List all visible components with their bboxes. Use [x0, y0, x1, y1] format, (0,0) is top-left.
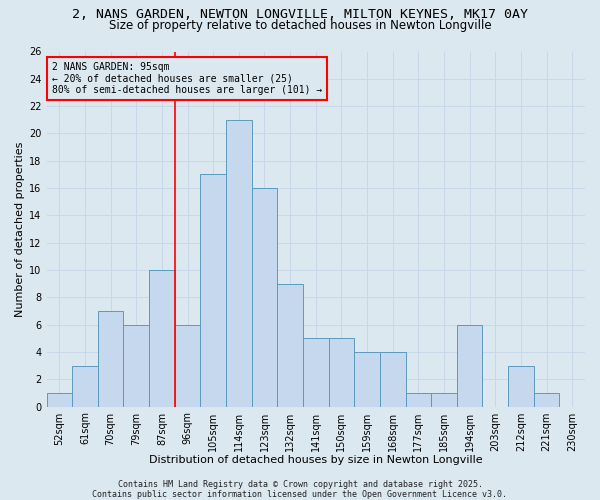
Bar [124, 324, 149, 406]
Bar [200, 174, 226, 406]
Bar [534, 393, 559, 406]
Text: 2, NANS GARDEN, NEWTON LONGVILLE, MILTON KEYNES, MK17 0AY: 2, NANS GARDEN, NEWTON LONGVILLE, MILTON… [72, 8, 528, 20]
Bar [457, 324, 482, 406]
Bar [303, 338, 329, 406]
Bar [380, 352, 406, 406]
Bar [149, 270, 175, 406]
Text: Contains HM Land Registry data © Crown copyright and database right 2025.
Contai: Contains HM Land Registry data © Crown c… [92, 480, 508, 499]
Y-axis label: Number of detached properties: Number of detached properties [15, 142, 25, 316]
Bar [329, 338, 354, 406]
Bar [508, 366, 534, 406]
X-axis label: Distribution of detached houses by size in Newton Longville: Distribution of detached houses by size … [149, 455, 482, 465]
Bar [72, 366, 98, 406]
Bar [98, 311, 124, 406]
Text: Size of property relative to detached houses in Newton Longville: Size of property relative to detached ho… [109, 19, 491, 32]
Bar [406, 393, 431, 406]
Text: 2 NANS GARDEN: 95sqm
← 20% of detached houses are smaller (25)
80% of semi-detac: 2 NANS GARDEN: 95sqm ← 20% of detached h… [52, 62, 322, 96]
Bar [277, 284, 303, 406]
Bar [47, 393, 72, 406]
Bar [431, 393, 457, 406]
Bar [175, 324, 200, 406]
Bar [354, 352, 380, 406]
Bar [226, 120, 251, 406]
Bar [251, 188, 277, 406]
